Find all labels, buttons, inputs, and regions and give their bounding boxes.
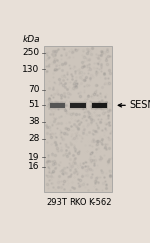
FancyBboxPatch shape [70,103,86,108]
FancyBboxPatch shape [69,101,87,110]
FancyBboxPatch shape [91,102,108,109]
FancyBboxPatch shape [92,103,107,108]
Text: kDa: kDa [22,35,40,44]
Text: SESN2: SESN2 [129,100,150,110]
Text: 51: 51 [28,100,40,109]
FancyBboxPatch shape [70,102,87,109]
FancyBboxPatch shape [92,102,108,108]
FancyBboxPatch shape [70,102,86,108]
FancyBboxPatch shape [91,101,108,110]
Text: 250: 250 [22,48,40,57]
Text: 38: 38 [28,117,40,126]
Text: 70: 70 [28,86,40,95]
Text: RKO: RKO [69,198,87,207]
Text: 16: 16 [28,162,40,171]
Text: 19: 19 [28,153,40,162]
Text: 130: 130 [22,65,40,74]
FancyBboxPatch shape [50,103,65,108]
Text: 293T: 293T [47,198,68,207]
FancyBboxPatch shape [48,101,66,110]
FancyBboxPatch shape [49,102,65,108]
Text: 28: 28 [28,134,40,143]
Text: K-562: K-562 [88,198,111,207]
FancyBboxPatch shape [49,102,66,109]
FancyBboxPatch shape [44,46,112,192]
